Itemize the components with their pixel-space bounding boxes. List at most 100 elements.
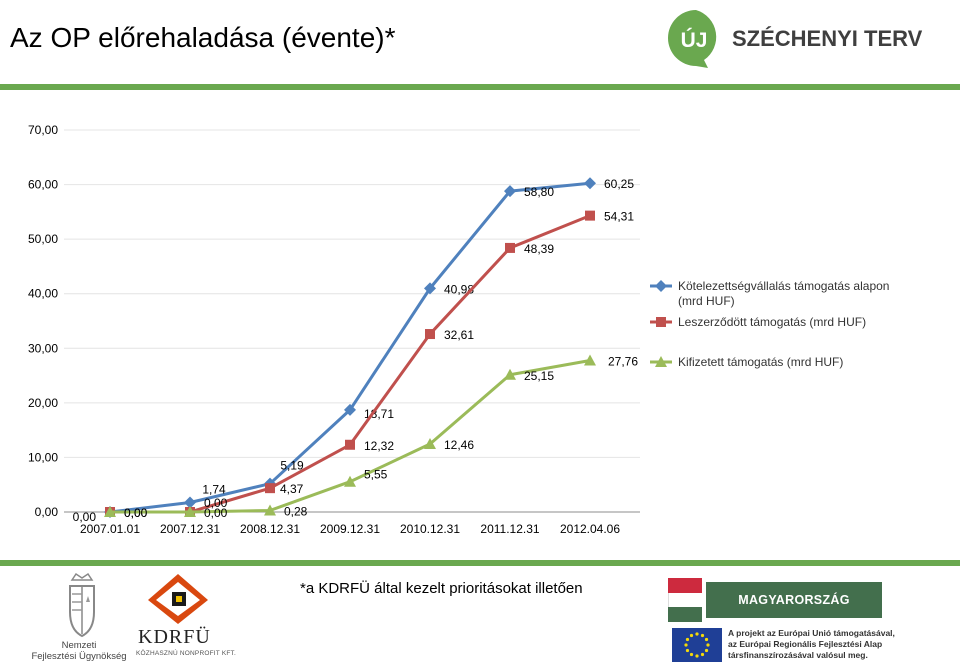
data-label: 48,39 (524, 242, 554, 256)
data-label: 12,32 (364, 439, 394, 453)
y-axis-ticks: 0,00 10,00 20,00 30,00 40,00 50,00 60,00 70,00 (28, 123, 58, 519)
eu-star (704, 637, 709, 642)
speech-bubble-icon (668, 10, 717, 68)
legend-swatch-marker (655, 356, 667, 367)
data-label: 60,25 (604, 177, 634, 191)
y-tick-label: 70,00 (28, 123, 58, 137)
data-label: 5,55 (364, 468, 388, 482)
data-point (345, 439, 355, 450)
series-group: 0,001,745,1918,7140,9858,8060,250,000,00… (73, 177, 638, 524)
eu-star (689, 652, 694, 657)
nfu-line1: Nemzeti (61, 640, 97, 651)
brand-name: SZÉCHENYI TERV (732, 26, 923, 51)
data-point (585, 210, 595, 221)
legend-label: (mrd HUF) (678, 294, 735, 308)
data-point (504, 185, 516, 198)
eu-star (685, 648, 690, 653)
eu-star (685, 637, 690, 642)
eu-star (700, 633, 705, 638)
data-point (424, 438, 436, 450)
data-label: 25,15 (524, 369, 554, 383)
x-tick-label: 2008.12.31 (240, 522, 300, 536)
hungarian-coat-of-arms-icon (69, 572, 95, 638)
data-point (424, 282, 436, 295)
brand-badge: ÚJ (681, 28, 708, 52)
nfu-line2: Fejlesztési Ügynökség (31, 651, 127, 662)
eu-flag-icon (672, 628, 722, 662)
footnote: *a KDRFÜ által kezelt prioritásokat ille… (300, 580, 583, 597)
top-divider (0, 84, 960, 90)
legend-item: Leszerződött támogatás (mrd HUF) (650, 315, 866, 329)
series-line (110, 359, 591, 514)
data-label: 54,31 (604, 210, 634, 224)
flag-stripe-red (668, 578, 702, 593)
data-point (344, 403, 356, 416)
eu-star (689, 633, 694, 638)
y-tick-label: 50,00 (28, 232, 58, 246)
legend-label: Kifizetett támogatás (mrd HUF) (678, 355, 843, 369)
data-label: 27,76 (608, 355, 638, 369)
kdrfu-emblem-icon (148, 574, 208, 624)
y-tick-label: 0,00 (35, 505, 59, 519)
y-tick-label: 30,00 (28, 341, 58, 355)
data-label: 0,00 (204, 496, 228, 510)
data-label: 58,80 (524, 185, 554, 199)
data-label: 1,74 (202, 483, 226, 497)
data-point (504, 368, 516, 380)
data-point (584, 177, 596, 190)
data-label: 0,00 (204, 506, 228, 520)
eu-star (684, 643, 688, 647)
x-tick-label: 2012.04.06 (560, 522, 620, 536)
bottom-divider (0, 560, 960, 566)
legend-item: Kifizetett támogatás (mrd HUF) (650, 355, 843, 369)
data-point (505, 242, 515, 253)
data-label: 0,00 (73, 510, 97, 524)
eu-funding-notice: A projekt az Európai Unió támogatásával,… (668, 624, 960, 666)
eu-star (695, 654, 699, 658)
szechenyi-terv-logo: ÚJ SZÉCHENYI TERV (668, 10, 923, 68)
banner-text: MAGYARORSZÁG MEGÚJUL (706, 582, 882, 643)
nfu-label: Nemzeti Fejlesztési Ügynökség (24, 640, 134, 662)
data-point (264, 504, 276, 516)
legend-swatch-marker (656, 317, 666, 327)
legend-label: Kötelezettségvállalás támogatás alapon (678, 279, 889, 293)
kdrfu-subtitle: KÖZHASZNÚ NONPROFIT KFT. (136, 650, 237, 657)
flag-stripe-green (668, 607, 702, 622)
data-point (184, 496, 196, 509)
data-point (584, 354, 596, 366)
data-point (104, 506, 116, 517)
data-point (184, 506, 196, 517)
magyarorszag-megujul-banner: MAGYARORSZÁG MEGÚJUL (668, 578, 882, 643)
data-label: 0,28 (284, 504, 308, 518)
data-point (344, 475, 356, 487)
y-tick-label: 10,00 (28, 450, 58, 464)
legend: Kötelezettségvállalás támogatás alapon(m… (650, 279, 889, 369)
x-tick-label: 2007.12.31 (160, 522, 220, 536)
eu-star (706, 643, 710, 647)
series-line (110, 214, 591, 514)
eu-star (704, 648, 709, 653)
x-tick-label: 2011.12.31 (480, 522, 539, 536)
line-chart: 0,0010,0020,0030,0040,0050,0060,0070,00 … (28, 123, 890, 536)
y-tick-label: 60,00 (28, 178, 58, 192)
y-tick-label: 40,00 (28, 287, 58, 301)
x-tick-label: 2009.12.31 (320, 522, 380, 536)
kdrfu-name: KDRFÜ (138, 626, 211, 648)
data-point (265, 483, 275, 494)
series-line (109, 181, 591, 514)
y-tick-label: 20,00 (28, 396, 58, 410)
legend-item: Kötelezettségvállalás támogatás alapon(m… (650, 279, 889, 308)
legend-label: Leszerződött támogatás (mrd HUF) (678, 315, 866, 329)
slide-title: Az OP előrehaladása (évente)* (10, 22, 396, 53)
eu-text: A projekt az Európai Unió támogatásával,… (728, 628, 895, 661)
flag-stripe-white (668, 593, 703, 607)
eu-star (700, 652, 705, 657)
data-label: 5,19 (280, 459, 304, 473)
data-label: 0,00 (124, 506, 148, 520)
eu-line1: A projekt az Európai Unió támogatásával, (728, 628, 895, 638)
data-label: 32,61 (444, 328, 474, 342)
x-tick-label: 2007.01.01 (80, 522, 140, 536)
eu-line3: társfinanszírozásával valósul meg. (728, 650, 868, 660)
data-label: 4,37 (280, 482, 304, 496)
x-tick-label: 2010.12.31 (400, 522, 460, 536)
